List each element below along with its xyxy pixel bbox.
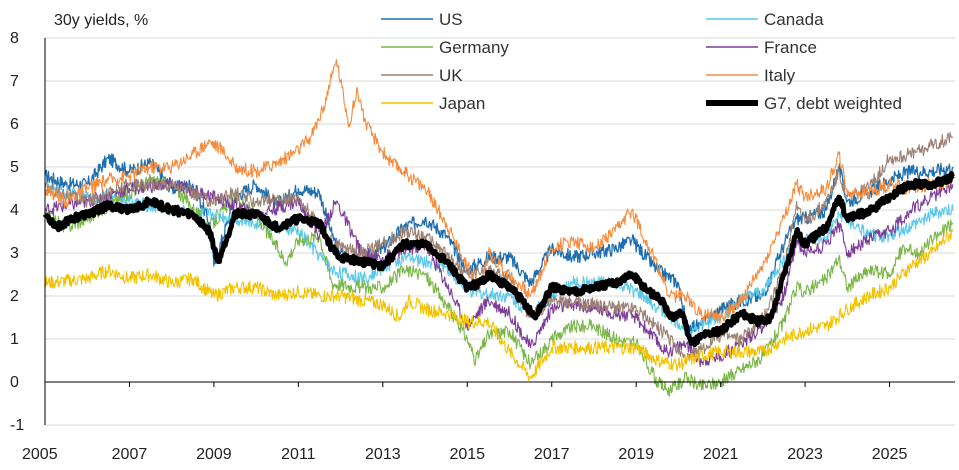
- y-tick-label: 1: [10, 331, 19, 348]
- x-tick-label: 2015: [449, 446, 485, 463]
- y-tick-label: 6: [10, 116, 19, 133]
- y-tick-label: 7: [10, 73, 19, 90]
- y-tick-label: 5: [10, 159, 19, 176]
- legend-label: G7, debt weighted: [764, 94, 902, 113]
- y-tick-label: 8: [10, 30, 19, 47]
- y-tick-label: 4: [10, 202, 19, 219]
- y-tick-label: 3: [10, 245, 19, 262]
- series-lines: [42, 58, 955, 398]
- legend-label: Italy: [764, 66, 796, 85]
- legend-label: UK: [439, 66, 463, 85]
- x-tick-label: 2023: [787, 446, 823, 463]
- x-tick-label: 2011: [281, 446, 316, 463]
- x-tick-label: 2007: [112, 446, 148, 463]
- legend: US Canada Germany France UK Italy Japan G7, deb…: [381, 10, 902, 113]
- x-tick-label: 2019: [618, 446, 654, 463]
- series-line-us: [44, 153, 954, 334]
- y-tick-label: 0: [10, 374, 19, 391]
- series-line-uk: [44, 131, 954, 365]
- legend-label: France: [764, 38, 817, 57]
- x-tick-label: 2005: [22, 446, 58, 463]
- axes: -1 0 1 2 3 4 5 6 7 8 2005 2007 2009 2011 2013 2015 2017 2…: [10, 30, 955, 463]
- x-tick-label: 2009: [196, 446, 232, 463]
- x-tick-label: 2013: [365, 446, 401, 463]
- x-tick-label: 2017: [534, 446, 570, 463]
- legend-label: US: [439, 10, 463, 29]
- series-line-italy: [44, 58, 954, 324]
- y-tick-label: 2: [10, 288, 19, 305]
- chart-title: 30y yields, %: [54, 12, 148, 29]
- series-line-germany: [44, 173, 954, 398]
- series-line-g7-debt-weighted: [42, 171, 955, 348]
- legend-label: Germany: [439, 38, 509, 57]
- legend-label: Japan: [439, 94, 485, 113]
- y-tick-label: -1: [10, 417, 24, 434]
- legend-label: Canada: [764, 10, 824, 29]
- x-tick-label: 2025: [872, 446, 908, 463]
- series-line-japan: [44, 229, 954, 381]
- x-tick-label: 2021: [703, 446, 739, 463]
